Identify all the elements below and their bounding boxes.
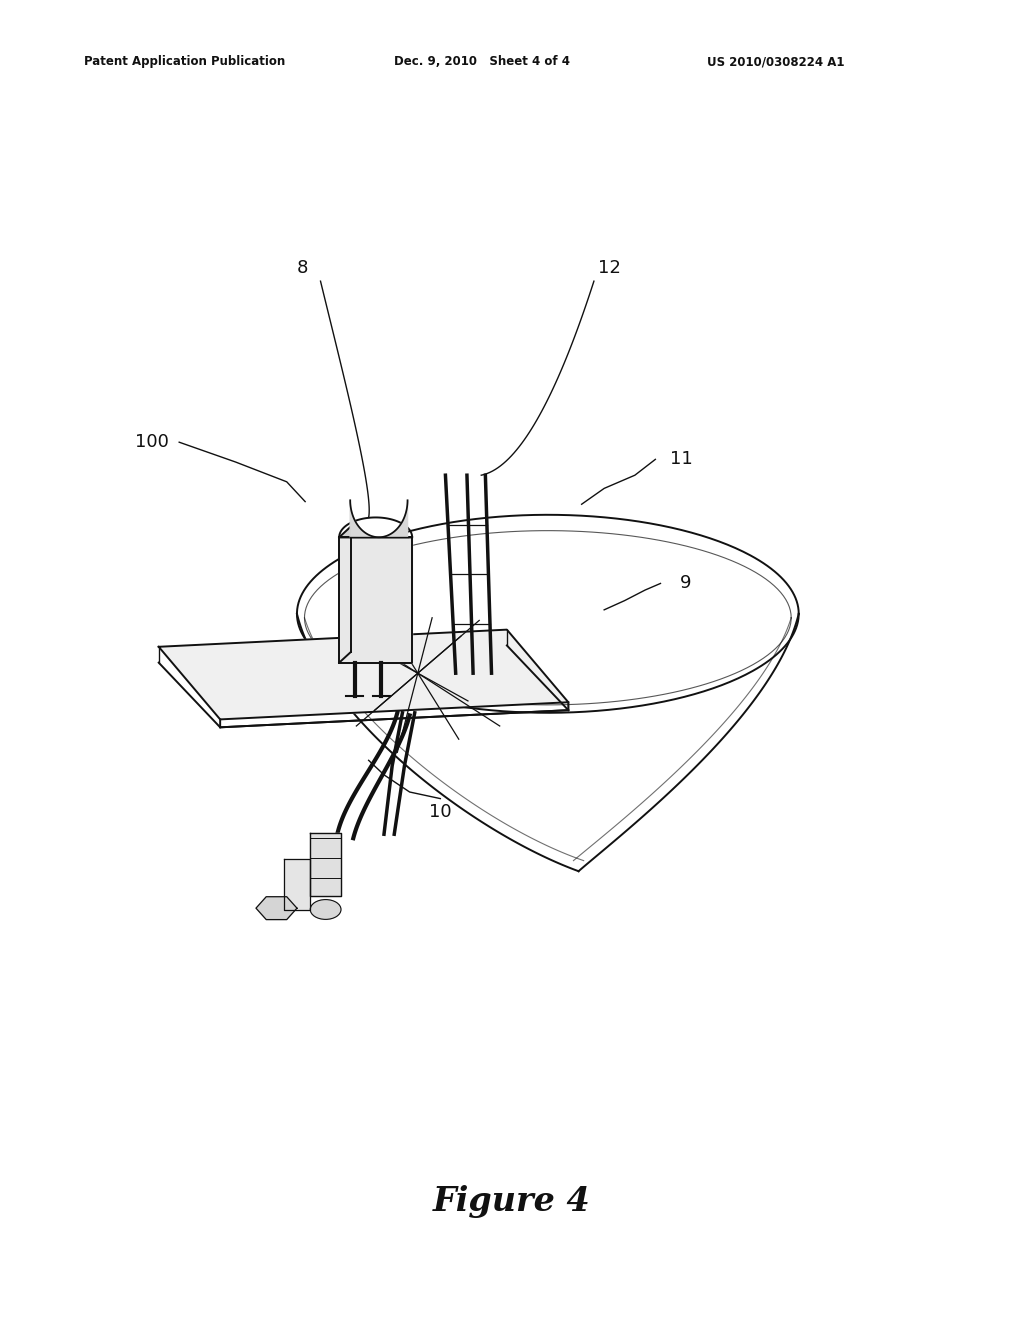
Text: 12: 12	[598, 259, 621, 277]
Ellipse shape	[310, 900, 341, 920]
Polygon shape	[339, 537, 412, 663]
Text: Patent Application Publication: Patent Application Publication	[84, 55, 286, 69]
Polygon shape	[284, 859, 310, 909]
Polygon shape	[350, 500, 408, 537]
Polygon shape	[159, 630, 568, 719]
Text: Figure 4: Figure 4	[433, 1185, 591, 1217]
Text: 8: 8	[296, 259, 308, 277]
Text: 100: 100	[134, 433, 169, 451]
Polygon shape	[310, 833, 341, 896]
Text: 9: 9	[680, 574, 692, 593]
Text: US 2010/0308224 A1: US 2010/0308224 A1	[707, 55, 844, 69]
Polygon shape	[256, 896, 297, 920]
Polygon shape	[339, 527, 350, 663]
Text: 11: 11	[670, 450, 692, 469]
Text: 10: 10	[429, 803, 452, 821]
Text: Dec. 9, 2010   Sheet 4 of 4: Dec. 9, 2010 Sheet 4 of 4	[394, 55, 570, 69]
